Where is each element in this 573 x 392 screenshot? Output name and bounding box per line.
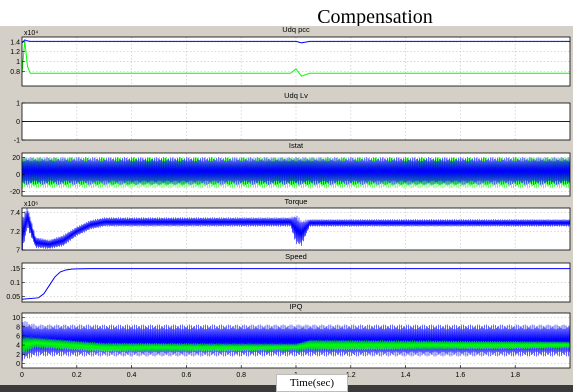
y-tick-label: 20 [12,155,20,162]
y-tick-label: 7.4 [10,210,20,217]
series-group [22,268,570,300]
y-exponent-label: x10⁴ [24,30,38,37]
y-tick-label: 7.2 [10,229,20,236]
y-tick-label: 10 [12,315,20,322]
y-tick-label: 7 [16,248,20,255]
x-tick-label: 0.2 [72,372,82,379]
series-line-0 [22,268,570,300]
chart-title: Istat [289,141,304,150]
series-group [22,39,570,77]
chart-title: Speed [285,252,307,261]
y-tick-label: 6 [16,333,20,340]
series-line-1 [22,336,570,353]
chart-title: IPQ [290,302,303,311]
chart-title: Udq Lv [284,91,308,100]
chart-panel-2: 20 0 -20 Istat [10,141,571,197]
y-tick-label: 2 [16,352,20,359]
x-tick-label: 0.4 [127,372,137,379]
chart-panel-3: 7.4 7.2 7 Torque x10⁶ [10,197,571,255]
series-group [22,157,570,189]
y-tick-label: 4 [16,343,20,350]
series-group [22,321,570,361]
y-tick-label: 1 [16,59,20,66]
y-exponent-label: x10⁶ [24,201,38,208]
y-tick-label: -1 [14,138,20,145]
y-tick-label: 1.2 [10,49,20,56]
chart-title: Udq pcc [282,26,310,34]
y-tick-label: 0.05 [6,294,20,301]
y-tick-label: 0.1 [10,280,20,287]
chart-panel-0: 1.4 1.2 1 0.8 Udq pcc x10⁴ [10,26,571,87]
chart-panel-5: 10 8 6 4 2 0 IPQ [12,302,571,369]
x-tick-label: 0.8 [236,372,246,379]
y-tick-label: 8 [16,324,20,331]
x-axis: 00.20.40.60.811.21.41.61.8 [20,365,520,379]
series-line-1 [22,40,570,77]
y-tick-label: 1 [16,101,20,108]
x-tick-label: 1.8 [510,372,520,379]
y-tick-label: 1.4 [10,39,20,46]
y-tick-label: .15 [10,266,20,273]
chart-panel-4: .15 0.1 0.05 Speed [6,252,571,303]
page-title: Compensation [317,6,433,28]
plot-frame [21,207,571,251]
x-tick-label: 1.4 [401,372,411,379]
y-tick-label: 0 [16,119,20,126]
chart-panel-1: 1 0 -1 Udq Lv [14,91,571,145]
y-tick-label: 0 [16,172,20,179]
series-group [22,208,570,250]
series-line-0 [22,208,570,250]
x-tick-label: 0.6 [182,372,192,379]
x-axis-label: Time(sec) [276,374,348,392]
y-tick-label: 0.8 [10,69,20,76]
y-tick-label: -20 [10,189,20,196]
x-tick-label: 1.6 [456,372,466,379]
x-tick-label: 1.2 [346,372,356,379]
y-tick-label: 0 [16,361,20,368]
x-tick-label: 0 [20,372,24,379]
series-line-0 [22,39,570,44]
series-line-1 [22,157,570,185]
chart-title: Torque [285,197,308,206]
